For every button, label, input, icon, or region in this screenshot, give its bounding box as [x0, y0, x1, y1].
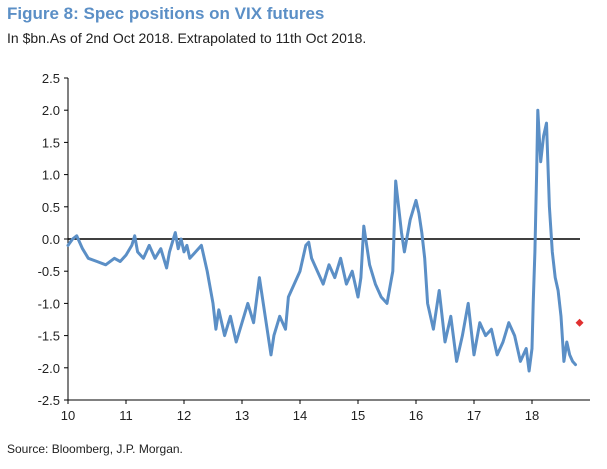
- y-tick-label: 2.0: [42, 103, 60, 118]
- y-tick-label: 0.5: [42, 200, 60, 215]
- x-tick-label: 12: [177, 408, 191, 423]
- y-tick-label: -2.0: [38, 361, 60, 376]
- x-tick-label: 10: [61, 408, 75, 423]
- x-tick-label: 11: [119, 408, 133, 423]
- source-note: Source: Bloomberg, J.P. Morgan.: [7, 442, 183, 456]
- y-tick-label: -1.5: [38, 329, 60, 344]
- extrapolated-point-marker: [575, 318, 584, 327]
- chart-title: Figure 8: Spec positions on VIX futures: [7, 4, 325, 23]
- y-tick-label: -2.5: [38, 393, 60, 408]
- y-tick-label: 1.0: [42, 168, 60, 183]
- y-tick-label: -1.0: [38, 296, 60, 311]
- x-tick-label: 16: [409, 408, 423, 423]
- series-line: [66, 108, 577, 373]
- y-tick-label: 2.5: [42, 71, 60, 86]
- x-tick-label: 14: [293, 408, 307, 423]
- y-tick-label: -0.5: [38, 264, 60, 279]
- x-tick-label: 18: [525, 408, 539, 423]
- x-tick-label: 17: [467, 408, 481, 423]
- y-tick-label: 0.0: [42, 232, 60, 247]
- y-tick-label: 1.5: [42, 135, 60, 150]
- x-tick-label: 13: [235, 408, 249, 423]
- x-tick-label: 15: [351, 408, 365, 423]
- chart-subtitle: In $bn.As of 2nd Oct 2018. Extrapolated …: [7, 30, 367, 46]
